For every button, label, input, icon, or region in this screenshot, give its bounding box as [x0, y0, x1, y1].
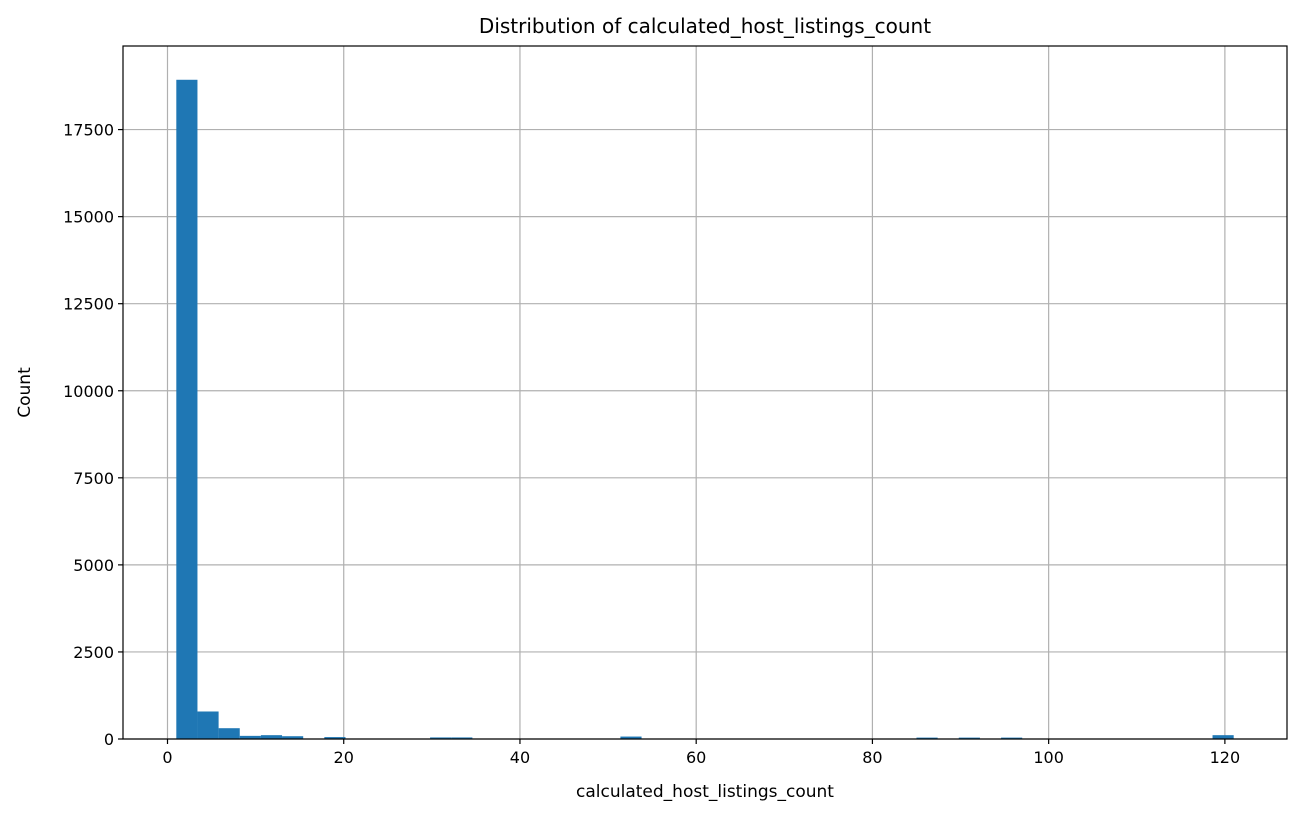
histogram-bar — [239, 735, 261, 739]
y-tick-label: 7500 — [73, 469, 114, 488]
histogram-bar — [176, 79, 198, 739]
histogram-bar — [958, 737, 980, 739]
histogram-bar — [620, 736, 642, 739]
x-tick-label: 80 — [862, 748, 882, 767]
plot-frame — [122, 45, 1288, 740]
x-tick-label: 120 — [1210, 748, 1241, 767]
x-tick-label: 60 — [686, 748, 706, 767]
chart-title: Distribution of calculated_host_listings… — [479, 14, 931, 38]
x-tick-label: 100 — [1033, 748, 1064, 767]
x-axis-title: calculated_host_listings_count — [576, 782, 834, 802]
x-tick-label: 40 — [510, 748, 530, 767]
y-tick-label: 0 — [104, 730, 114, 749]
histogram-bars — [176, 79, 1234, 739]
histogram-bar — [324, 737, 346, 739]
y-tick-label: 17500 — [63, 121, 114, 140]
histogram-bar — [1212, 735, 1234, 739]
y-tick-label: 15000 — [63, 208, 114, 227]
y-tick-label: 10000 — [63, 382, 114, 401]
histogram-bar — [430, 737, 452, 739]
y-tick-label: 5000 — [73, 556, 114, 575]
histogram-bar — [1001, 737, 1023, 739]
histogram-bar — [916, 737, 938, 739]
histogram-bar — [282, 736, 304, 739]
y-axis-title: Count — [15, 367, 35, 418]
histogram-bar — [218, 728, 240, 739]
x-tick-label: 20 — [334, 748, 354, 767]
histogram-bar — [197, 711, 219, 739]
y-tick-label: 2500 — [73, 643, 114, 662]
x-tick-label: 0 — [162, 748, 172, 767]
histogram-bar — [451, 737, 473, 739]
histogram-bar — [260, 735, 283, 739]
y-tick-label: 12500 — [63, 295, 114, 314]
axis-ticks: 0 20 40 60 80 100 120 0 2500 5000 7500 10000 12500 15… — [63, 121, 1240, 767]
